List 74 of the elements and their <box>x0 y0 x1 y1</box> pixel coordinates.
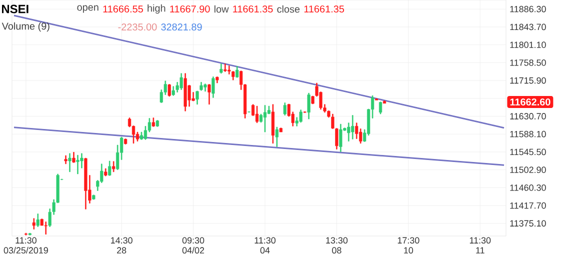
candlestick <box>168 84 171 97</box>
candlestick <box>68 153 72 172</box>
candlestick <box>108 160 112 176</box>
candlestick <box>112 161 116 172</box>
x-tick-label: 11:30 03/25/2019 <box>4 237 48 254</box>
y-tick-label: 11417.70 <box>510 202 546 209</box>
x-tick-label: 13:30 08 <box>326 237 348 254</box>
candlestick <box>172 86 175 96</box>
chart-title: NSEI <box>2 4 28 14</box>
candlestick <box>44 222 48 234</box>
annotation: high <box>148 4 166 14</box>
candlestick <box>351 115 354 140</box>
x-tick-label: 14:30 28 <box>111 237 132 254</box>
annotation: 11667.90 <box>170 5 210 13</box>
candlestick <box>152 118 155 127</box>
y-tick-label: 11502.90 <box>510 166 546 173</box>
candlestick <box>283 102 286 116</box>
candlestick <box>24 232 28 236</box>
candlestick <box>263 105 267 132</box>
y-tick-label: 11758.50 <box>510 59 546 66</box>
candlestick <box>339 124 342 152</box>
candlestick <box>32 218 36 230</box>
candlestick <box>84 158 88 210</box>
annotation: close <box>277 5 300 13</box>
candlestick <box>92 194 96 200</box>
annotation: 11661.35 <box>233 5 273 13</box>
candlestick <box>104 168 108 176</box>
candlestick <box>216 76 219 84</box>
y-tick-label: 11843.70 <box>510 24 546 30</box>
y-tick-label: 11588.10 <box>510 130 546 138</box>
x-tick-label: 11:30 11 <box>470 237 491 254</box>
candlestick <box>208 84 211 105</box>
candlestick <box>180 73 183 90</box>
y-tick-label: 11630.70 <box>510 113 546 120</box>
annotation: -2235.00 <box>118 23 157 31</box>
annotation: 11666.55 <box>103 5 143 13</box>
candlestick <box>204 84 207 92</box>
candlestick <box>212 76 215 98</box>
candlestick <box>307 92 310 120</box>
candlestick <box>236 66 239 78</box>
annotation: Volume (9) <box>2 22 50 32</box>
x-tick-label: 09:30 04/02 <box>182 237 204 254</box>
candlestick <box>378 102 382 114</box>
candlestick <box>72 152 76 163</box>
y-tick-label: 11545.50 <box>510 148 546 156</box>
candlestick <box>275 126 278 147</box>
candlestick <box>196 90 199 105</box>
candlestick <box>200 82 203 91</box>
candlestick <box>224 64 227 72</box>
candlestick <box>382 100 386 104</box>
annotation: open <box>77 5 98 13</box>
annotation: low <box>214 5 229 13</box>
candlestick <box>28 232 32 236</box>
x-tick-label: 11:30 04 <box>254 237 276 254</box>
candlestick <box>255 106 259 123</box>
candlestick <box>64 155 68 164</box>
candlestick <box>279 128 282 132</box>
y-tick-label: 11801.10 <box>510 42 546 48</box>
candlestick <box>299 110 302 123</box>
candlestick <box>76 154 80 174</box>
y-tick-label: 11886.30 <box>510 6 546 12</box>
candlestick <box>184 73 187 112</box>
y-tick-label: 11460.30 <box>510 184 546 191</box>
candlestick <box>220 64 223 74</box>
text: 11662.60 <box>510 98 550 106</box>
y-tick-label: 11375.10 <box>510 220 546 227</box>
y-tick-label: 11715.90 <box>510 77 546 84</box>
x-tick-label: 17:30 10 <box>398 237 420 254</box>
annotation: 11661.35 <box>304 5 344 13</box>
candlestick <box>36 214 40 227</box>
annotation: 32821.89 <box>161 23 202 31</box>
candlestick <box>156 120 159 127</box>
candlestick <box>124 138 128 144</box>
candlestick <box>271 104 274 144</box>
